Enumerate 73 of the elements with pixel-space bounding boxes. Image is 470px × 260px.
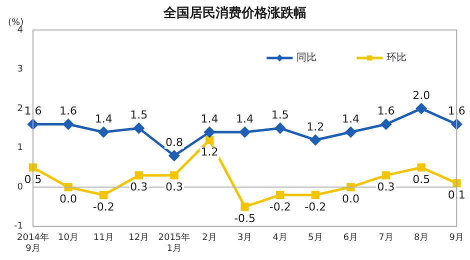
- x-tick-label: 8月: [414, 233, 429, 244]
- y-tick-label: 1: [17, 143, 23, 154]
- x-tick-label: 2015年 1月: [158, 232, 190, 254]
- data-label: 1.4: [342, 112, 360, 126]
- data-label: 1.2: [306, 120, 324, 134]
- x-tick-label: 9月: [449, 233, 464, 244]
- point: [380, 119, 392, 130]
- x-tick-label: 6月: [343, 233, 358, 244]
- point: [311, 190, 320, 200]
- x-tick-label: 2月: [202, 233, 217, 244]
- legend-label: 同比: [296, 52, 317, 64]
- data-label: 1.6: [448, 104, 466, 118]
- data-label: 0.3: [165, 180, 183, 194]
- point: [204, 126, 215, 138]
- data-label: 1.6: [24, 104, 42, 118]
- data-label: 0.1: [448, 188, 466, 202]
- y-tick-label: 3: [17, 64, 23, 75]
- data-label: 0.3: [130, 180, 148, 194]
- data-label: -0.2: [92, 200, 114, 214]
- data-label: 1.5: [130, 108, 148, 122]
- x-tick-label: 3月: [237, 233, 252, 244]
- point: [240, 126, 250, 138]
- point: [63, 119, 74, 130]
- chart-title: 全国居民消费价格涨跌幅: [164, 6, 306, 21]
- data-label: 0.5: [24, 172, 42, 186]
- point: [28, 119, 38, 130]
- data-label: 1.6: [60, 104, 78, 118]
- data-label: 0.8: [165, 136, 183, 150]
- point: [100, 190, 108, 200]
- data-label: 0.0: [60, 192, 78, 206]
- data-label: 0.0: [342, 192, 360, 206]
- data-label: -0.5: [234, 212, 256, 226]
- x-tick-label: 4月: [272, 233, 288, 244]
- x-tick-label: 12月: [128, 233, 150, 244]
- x-tick-label: 11月: [93, 233, 114, 244]
- point: [310, 134, 321, 146]
- point: [134, 171, 143, 180]
- point: [240, 202, 249, 211]
- y-tick-label: 2: [17, 104, 23, 114]
- x-tick-label: 5月: [308, 233, 323, 244]
- point: [134, 122, 144, 134]
- point: [452, 179, 461, 188]
- data-label: -0.2: [304, 200, 326, 214]
- data-label: 1.2: [200, 145, 218, 158]
- point: [417, 163, 426, 172]
- data-label: 1.4: [236, 112, 254, 126]
- legend-label: 环比: [386, 52, 407, 64]
- x-tick-label: 2014年 9月: [17, 232, 49, 254]
- point: [276, 190, 284, 200]
- y-tick-label: 0: [17, 182, 24, 192]
- data-label: 0.3: [377, 180, 395, 194]
- x-tick-label: 10月: [58, 233, 79, 244]
- y-axis-title: (%): [8, 18, 24, 28]
- data-label: -0.2: [269, 200, 291, 214]
- x-tick-label: 7月: [378, 233, 394, 244]
- data-label: 2.0: [412, 88, 430, 102]
- point: [382, 171, 390, 180]
- point: [28, 163, 38, 172]
- data-label: 1.4: [200, 112, 218, 126]
- data-label: 1.5: [271, 108, 289, 122]
- data-label: 1.6: [377, 104, 395, 118]
- point: [416, 103, 427, 114]
- point: [205, 136, 214, 144]
- y-tick-label: -1: [14, 222, 23, 232]
- y-tick-label: 4: [17, 25, 24, 36]
- data-label: 1.4: [94, 112, 112, 126]
- data-label: 0.5: [412, 172, 430, 186]
- point: [345, 126, 356, 138]
- point: [451, 119, 462, 130]
- point: [274, 122, 286, 134]
- point: [98, 126, 109, 138]
- point: [168, 150, 180, 161]
- point: [170, 171, 178, 180]
